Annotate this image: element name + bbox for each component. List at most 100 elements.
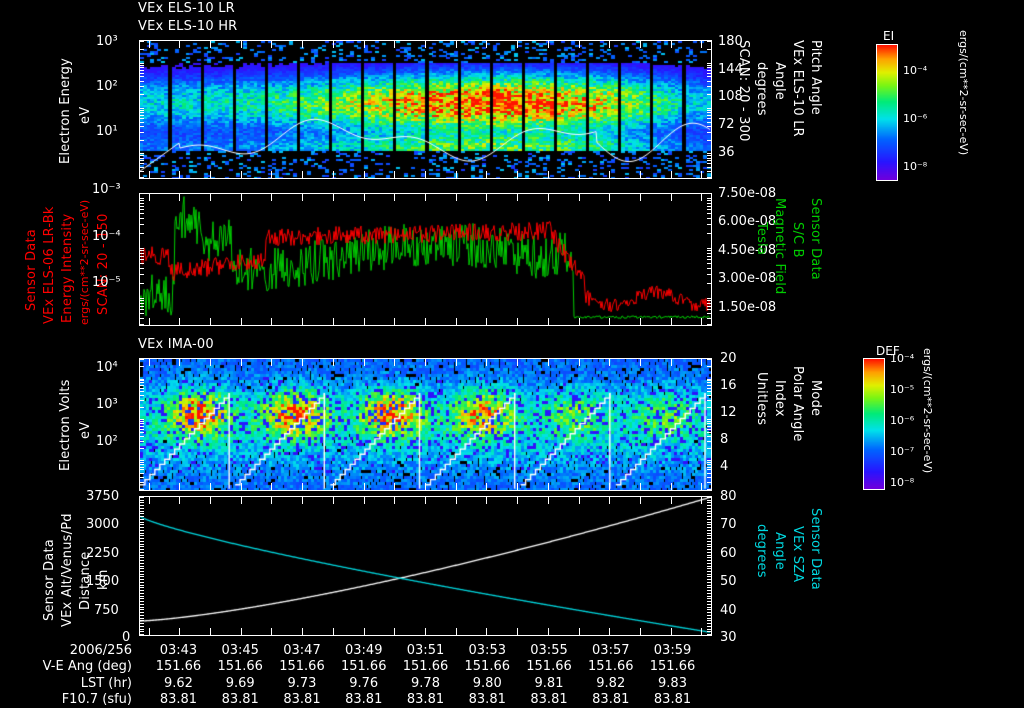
axis-tick <box>707 177 711 178</box>
panel-orbit-ylabel-1: VEx Alt/Venus/Pd <box>60 513 75 627</box>
axis-tick <box>140 233 144 234</box>
panel-orbit-canvas <box>140 497 711 635</box>
axis-tick <box>140 259 144 260</box>
axis-tick <box>140 552 144 553</box>
axis-tick <box>548 194 549 201</box>
axis-tick <box>364 41 365 48</box>
axis-tick <box>701 41 702 48</box>
colorbar-def-tick-1: 10⁻⁵ <box>890 383 915 396</box>
axis-tick <box>140 522 144 523</box>
time-tick: 03:59 <box>653 643 692 658</box>
panel-orbit-rtick-1: 70 <box>720 517 737 532</box>
axis-tick <box>140 300 144 301</box>
axis-tick <box>707 511 711 512</box>
axis-tick <box>140 464 144 465</box>
axis-tick <box>179 171 180 178</box>
lst-value: 9.73 <box>287 676 317 691</box>
axis-tick <box>179 359 180 366</box>
axis-tick <box>640 497 641 504</box>
panel-els-ytick-1: 10² <box>96 79 118 94</box>
colorbar-def-tick-4: 10⁻⁸ <box>890 476 915 489</box>
axis-tick <box>707 382 711 383</box>
panel-intensity-ylabel-4: SCAN: 20 - 150 <box>96 213 111 315</box>
axis-tick <box>707 598 711 599</box>
axis-tick <box>707 513 711 514</box>
axis-tick <box>707 248 711 249</box>
axis-tick <box>179 318 180 325</box>
axis-tick <box>140 587 144 588</box>
axis-tick <box>140 76 144 77</box>
axis-tick <box>140 604 144 605</box>
axis-tick <box>140 379 144 380</box>
panel-orbit-rtick-3: 50 <box>720 574 737 589</box>
axis-tick <box>302 41 303 48</box>
panel-orbit-ytick-0: 3750 <box>86 489 120 504</box>
axis-tick <box>671 171 672 178</box>
panel-intensity-rtick-1: 6.00e-08 <box>718 214 777 229</box>
axis-tick <box>210 497 211 504</box>
axis-tick <box>707 122 711 123</box>
axis-tick <box>707 250 711 251</box>
axis-tick <box>548 628 549 635</box>
panel-intensity-plot <box>139 193 712 326</box>
panel-els-rtick-1: 144 <box>718 62 743 77</box>
f107-value: 83.81 <box>283 692 321 707</box>
axis-tick <box>394 497 395 504</box>
axis-tick <box>140 115 144 116</box>
axis-tick <box>579 628 580 635</box>
axis-tick <box>210 628 211 635</box>
axis-tick <box>140 582 144 583</box>
axis-tick <box>707 81 711 82</box>
axis-tick <box>140 429 144 430</box>
panel-intensity-ylabel-3: ergs/(cm**2-sr-sec-eV) <box>78 199 91 325</box>
axis-tick <box>579 194 580 201</box>
panel-intensity-rlabel-2: Magnetic Field <box>772 198 787 295</box>
axis-tick <box>701 318 702 325</box>
axis-tick <box>456 318 457 325</box>
axis-tick <box>517 171 518 178</box>
axis-tick <box>486 359 487 366</box>
axis-tick <box>364 359 365 366</box>
axis-tick <box>140 590 144 591</box>
axis-tick <box>707 436 711 437</box>
axis-tick <box>140 200 144 201</box>
axis-tick <box>707 76 711 77</box>
axis-tick <box>517 497 518 504</box>
ve-ang-value: 151.66 <box>649 659 696 674</box>
axis-tick <box>271 194 272 201</box>
axis-tick <box>333 359 334 366</box>
axis-tick <box>210 171 211 178</box>
axis-tick <box>707 379 711 380</box>
panel-els-ylabel-2: eV <box>78 106 93 124</box>
axis-tick <box>486 497 487 504</box>
axis-tick <box>140 566 144 567</box>
axis-tick <box>701 483 702 490</box>
axis-tick <box>149 41 150 48</box>
axis-tick <box>707 118 711 119</box>
colorbar-ei-tick-2: 10⁻⁸ <box>903 160 928 173</box>
axis-tick <box>394 318 395 325</box>
axis-tick <box>140 158 144 159</box>
axis-tick <box>707 500 711 501</box>
axis-tick <box>140 513 144 514</box>
panel-intensity-canvas <box>140 194 711 325</box>
axis-tick <box>707 612 711 613</box>
axis-tick <box>707 516 711 517</box>
axis-tick <box>333 318 334 325</box>
axis-tick <box>548 171 549 178</box>
axis-tick <box>707 631 711 632</box>
axis-tick <box>707 283 711 284</box>
axis-tick <box>140 527 144 528</box>
axis-tick <box>707 421 711 422</box>
axis-tick <box>707 560 711 561</box>
axis-tick <box>707 563 711 564</box>
colorbar-ei-tick-0: 10⁻⁴ <box>903 64 928 77</box>
axis-tick <box>707 460 711 461</box>
axis-tick <box>707 263 711 264</box>
axis-tick <box>425 497 426 504</box>
axis-tick <box>707 601 711 602</box>
panel-orbit-rlabel-1: VEx SZA <box>790 526 805 583</box>
axis-tick <box>140 253 144 254</box>
axis-tick <box>707 596 711 597</box>
